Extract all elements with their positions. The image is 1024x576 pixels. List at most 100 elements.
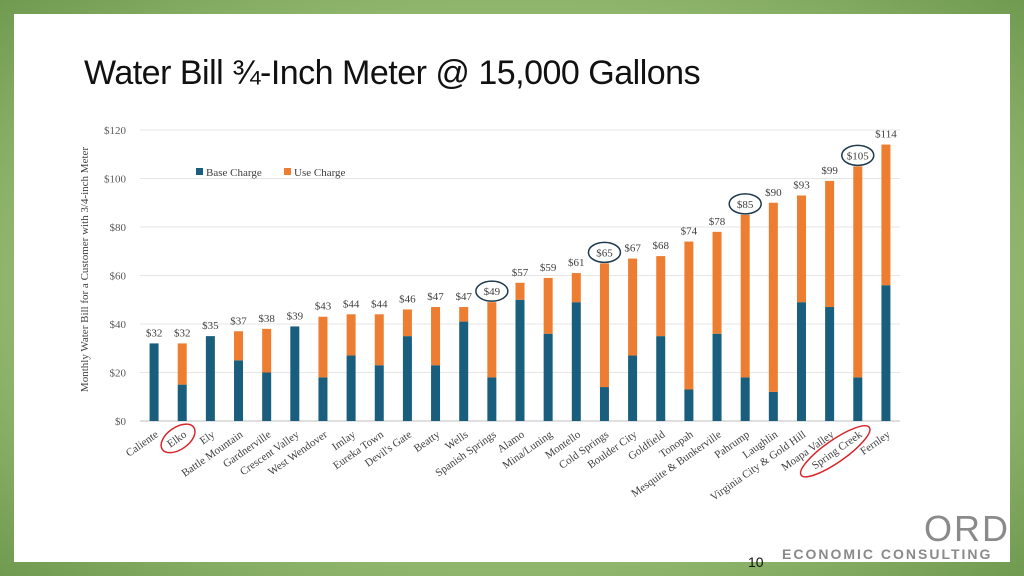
bar-base-charge <box>740 377 750 421</box>
bar-base-charge <box>431 365 441 421</box>
y-tick-label: $100 <box>104 174 127 186</box>
bar-base-charge <box>881 285 891 421</box>
data-label: $105 <box>847 150 870 162</box>
data-label: $37 <box>230 315 247 327</box>
slide: Water Bill ¾-Inch Meter @ 15,000 Gallons… <box>14 14 1010 570</box>
bar-base-charge <box>177 384 187 421</box>
bar-use-charge <box>543 277 553 334</box>
bar-base-charge <box>234 360 244 421</box>
data-label: $61 <box>568 257 585 269</box>
category-label: Fernley <box>858 428 893 457</box>
bar-use-charge <box>599 263 609 388</box>
bar-use-charge <box>712 231 722 334</box>
y-tick-label: $20 <box>110 368 127 380</box>
data-label: $90 <box>765 187 782 199</box>
bar-use-charge <box>515 282 525 300</box>
data-label: $65 <box>596 247 613 259</box>
company-logo-text: ORD <box>924 508 1010 549</box>
data-label: $47 <box>427 291 444 303</box>
data-label: $78 <box>709 216 726 228</box>
data-label: $44 <box>343 298 360 310</box>
bar-base-charge <box>712 333 722 421</box>
data-label: $32 <box>146 327 163 339</box>
category-label: Caliente <box>124 429 161 460</box>
bar-use-charge <box>318 316 328 378</box>
data-label: $67 <box>624 243 641 255</box>
bar-base-charge <box>853 377 863 421</box>
bar-use-charge <box>684 241 694 390</box>
page-number: 10 <box>748 554 764 570</box>
y-tick-label: $80 <box>110 222 127 234</box>
bar-use-charge <box>825 180 835 308</box>
bar-base-charge <box>205 336 215 421</box>
data-label: $43 <box>315 301 332 313</box>
bar-use-charge <box>262 328 272 373</box>
legend-swatch-use <box>284 168 291 175</box>
data-label: $39 <box>287 310 304 322</box>
bar-base-charge <box>149 343 159 421</box>
data-label: $49 <box>484 286 501 298</box>
data-label: $99 <box>821 165 838 177</box>
data-label: $35 <box>202 320 219 332</box>
data-label: $114 <box>875 129 897 141</box>
bar-base-charge <box>374 365 384 421</box>
y-axis-label: Monthly Water Bill for a Customer with 3… <box>79 147 91 392</box>
highlight-circle <box>475 280 509 302</box>
bar-use-charge <box>768 202 778 392</box>
bar-use-charge <box>402 309 412 337</box>
bar-use-charge <box>431 307 441 366</box>
bar-base-charge <box>459 321 469 421</box>
category-label: Beatty <box>412 428 443 455</box>
red-highlight-circle <box>799 425 871 478</box>
bar-use-charge <box>374 314 384 366</box>
highlight-circle <box>728 193 762 215</box>
bar-use-charge <box>177 343 187 385</box>
bar-base-charge <box>684 389 694 421</box>
y-tick-label: $120 <box>104 125 127 137</box>
bar-base-charge <box>628 355 638 421</box>
bar-use-charge <box>487 302 497 378</box>
data-label: $38 <box>258 313 275 325</box>
bar-base-charge <box>487 377 497 421</box>
data-label: $68 <box>652 240 669 252</box>
bar-use-charge <box>628 258 638 356</box>
company-logo-subtext: ECONOMIC CONSULTING <box>782 546 993 562</box>
bar-base-charge <box>515 299 525 421</box>
legend-label-use: Use Charge <box>294 167 346 179</box>
bar-use-charge <box>881 144 891 286</box>
bar-base-charge <box>571 302 581 421</box>
bar-use-charge <box>796 195 806 303</box>
highlight-circle <box>841 144 875 167</box>
slide-title: Water Bill ¾-Inch Meter @ 15,000 Gallons <box>84 54 701 92</box>
data-label: $74 <box>681 226 698 238</box>
data-label: $32 <box>174 327 191 339</box>
data-label: $57 <box>512 267 529 279</box>
bar-base-charge <box>796 302 806 421</box>
bar-base-charge <box>543 333 553 421</box>
y-tick-label: $40 <box>110 319 127 331</box>
bar-base-charge <box>768 391 778 421</box>
bar-use-charge <box>740 214 750 378</box>
data-label: $46 <box>399 293 416 305</box>
bar-use-charge <box>571 273 581 303</box>
bar-base-charge <box>656 336 666 421</box>
data-label: $47 <box>455 291 472 303</box>
bar-base-charge <box>825 307 835 421</box>
bar-use-charge <box>459 307 469 322</box>
bar-base-charge <box>290 326 300 421</box>
legend-swatch-base <box>196 168 203 175</box>
data-label: $93 <box>793 179 810 191</box>
bar-base-charge <box>346 355 356 421</box>
bar-base-charge <box>402 336 412 421</box>
data-label: $85 <box>737 199 754 211</box>
bar-use-charge <box>346 314 356 356</box>
y-tick-label: $60 <box>110 271 127 283</box>
bar-use-charge <box>234 331 244 361</box>
bar-use-charge <box>853 166 863 378</box>
bar-use-charge <box>656 256 666 337</box>
bar-base-charge <box>262 372 272 421</box>
red-highlight-circle <box>160 423 196 454</box>
y-tick-label: $0 <box>115 416 127 428</box>
data-label: $44 <box>371 298 388 310</box>
